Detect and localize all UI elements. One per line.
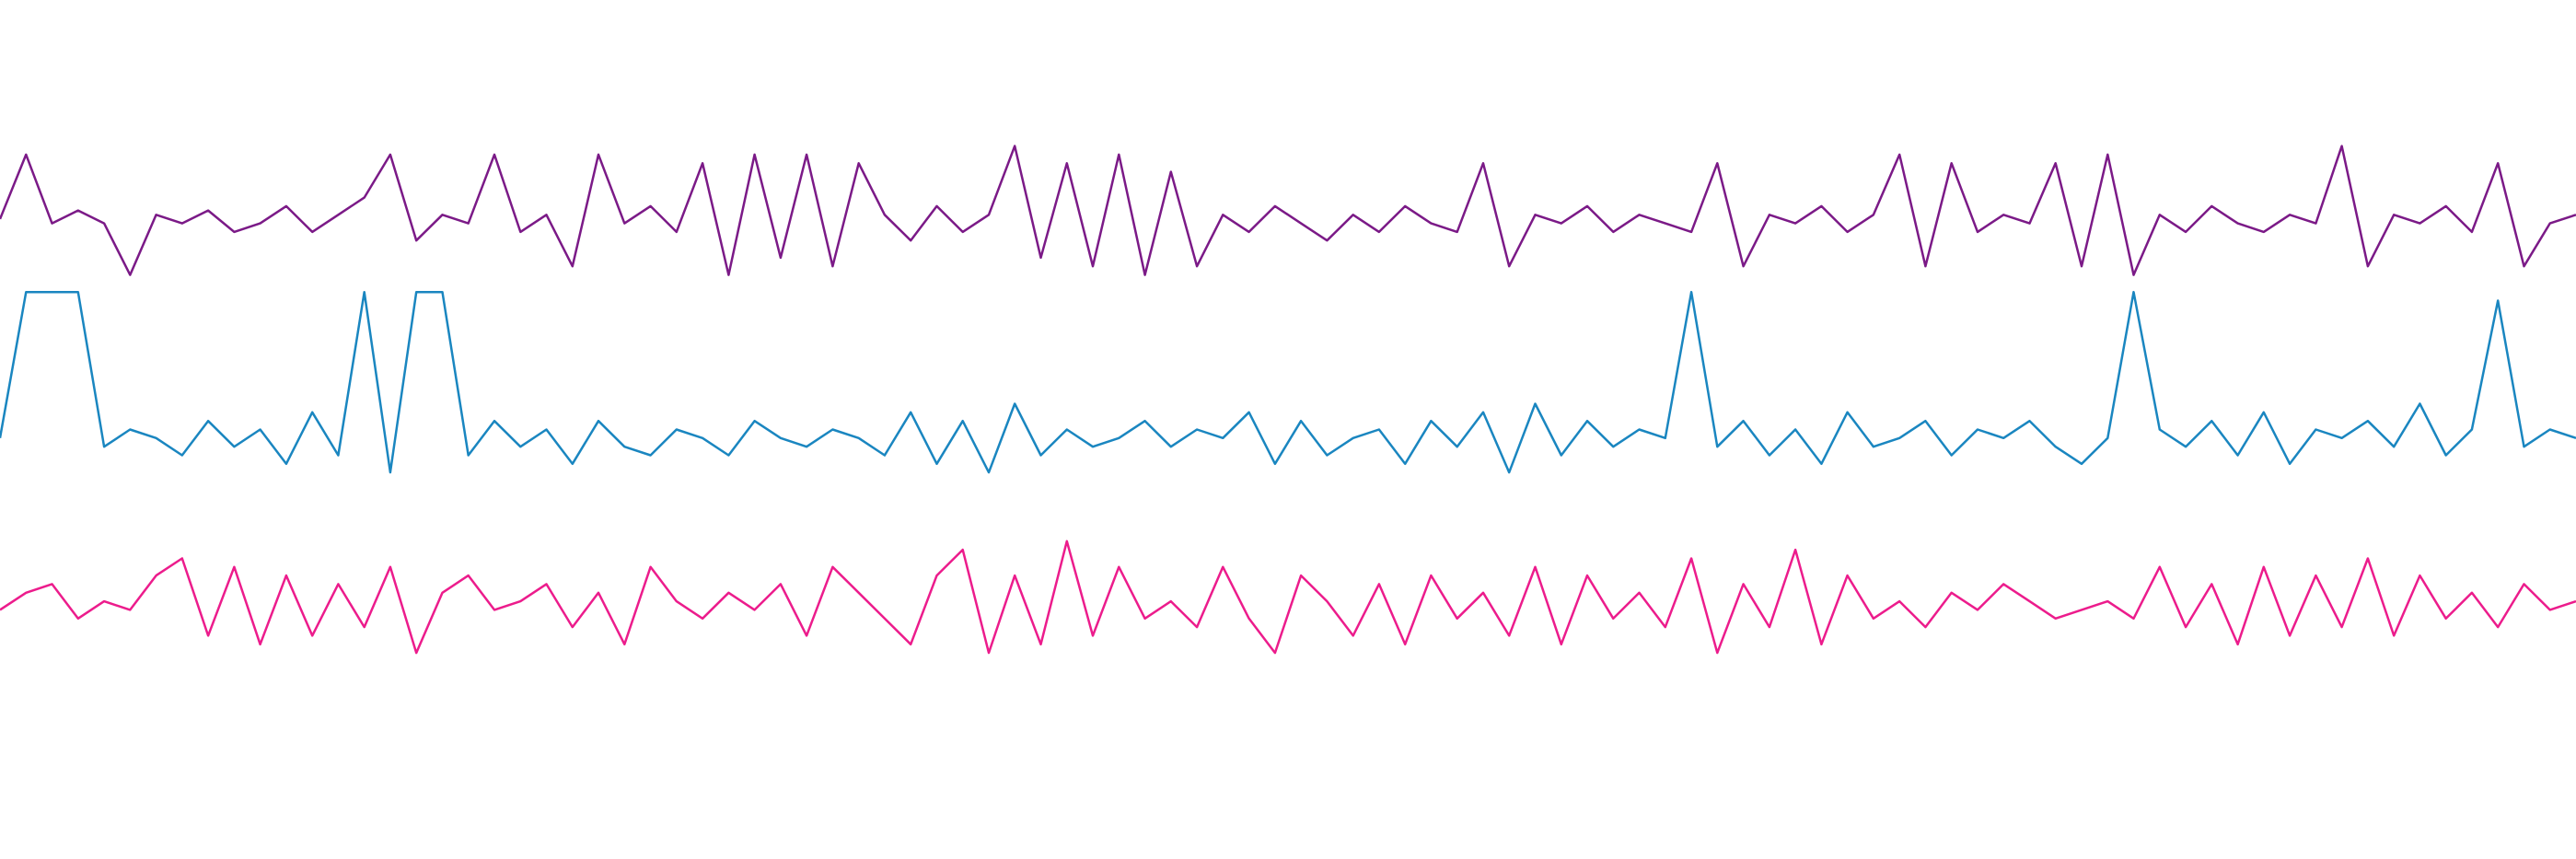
signal-trace [0, 290, 2576, 474]
signal-trace [0, 540, 2576, 655]
signal-trace [0, 145, 2576, 276]
